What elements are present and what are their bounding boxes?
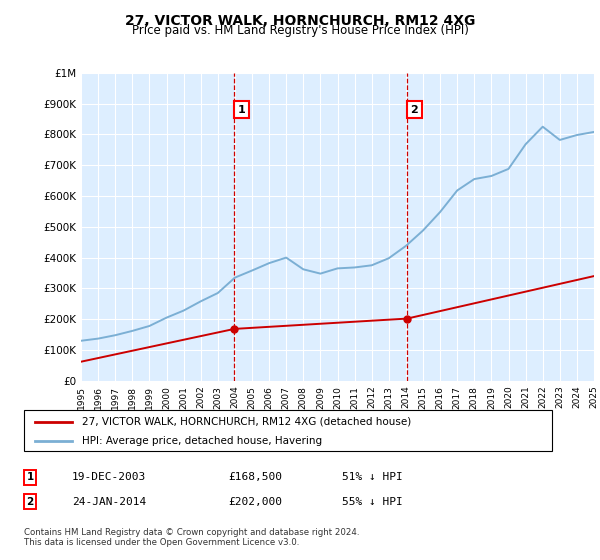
FancyBboxPatch shape bbox=[24, 410, 552, 451]
Text: £202,000: £202,000 bbox=[228, 497, 282, 507]
Text: 27, VICTOR WALK, HORNCHURCH, RM12 4XG: 27, VICTOR WALK, HORNCHURCH, RM12 4XG bbox=[125, 14, 475, 28]
Text: Price paid vs. HM Land Registry's House Price Index (HPI): Price paid vs. HM Land Registry's House … bbox=[131, 24, 469, 37]
Text: 51% ↓ HPI: 51% ↓ HPI bbox=[342, 472, 403, 482]
Text: 19-DEC-2003: 19-DEC-2003 bbox=[72, 472, 146, 482]
Text: 27, VICTOR WALK, HORNCHURCH, RM12 4XG (detached house): 27, VICTOR WALK, HORNCHURCH, RM12 4XG (d… bbox=[82, 417, 412, 427]
Text: Contains HM Land Registry data © Crown copyright and database right 2024.
This d: Contains HM Land Registry data © Crown c… bbox=[24, 528, 359, 547]
Text: 2: 2 bbox=[26, 497, 34, 507]
Text: £168,500: £168,500 bbox=[228, 472, 282, 482]
Text: 1: 1 bbox=[238, 105, 245, 115]
Text: 1: 1 bbox=[26, 472, 34, 482]
Text: 24-JAN-2014: 24-JAN-2014 bbox=[72, 497, 146, 507]
Text: HPI: Average price, detached house, Havering: HPI: Average price, detached house, Have… bbox=[82, 436, 322, 446]
Text: 55% ↓ HPI: 55% ↓ HPI bbox=[342, 497, 403, 507]
Text: 2: 2 bbox=[410, 105, 418, 115]
